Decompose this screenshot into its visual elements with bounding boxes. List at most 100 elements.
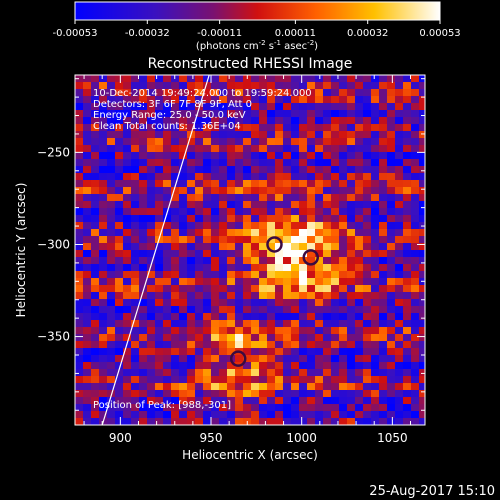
heatmap-cell xyxy=(339,264,348,272)
heatmap-cell xyxy=(131,383,140,391)
heatmap-cell xyxy=(299,75,308,83)
heatmap-cell xyxy=(235,243,244,251)
heatmap-cell xyxy=(363,75,372,83)
heatmap-cell xyxy=(403,201,412,209)
heatmap-cell xyxy=(219,180,228,188)
footer-timestamp: 25-Aug-2017 15:10 xyxy=(369,484,495,499)
heatmap-cell xyxy=(187,103,196,111)
heatmap-cell xyxy=(235,82,244,90)
heatmap-cell xyxy=(403,285,412,293)
heatmap-cell xyxy=(91,362,100,370)
heatmap-cell xyxy=(187,173,196,181)
heatmap-cell xyxy=(363,250,372,258)
heatmap-cell xyxy=(395,313,404,321)
heatmap-cell xyxy=(339,208,348,216)
heatmap-cell xyxy=(419,299,425,307)
heatmap-cell xyxy=(187,229,196,237)
heatmap-cell xyxy=(347,138,356,146)
heatmap-cell xyxy=(355,390,364,398)
heatmap-cell xyxy=(291,75,300,83)
heatmap-cell xyxy=(331,187,340,195)
heatmap-cell xyxy=(347,152,356,160)
heatmap-cell xyxy=(347,390,356,398)
heatmap-cell xyxy=(155,124,164,132)
heatmap-cell xyxy=(123,390,132,398)
heatmap-cell xyxy=(363,103,372,111)
heatmap-cell xyxy=(403,390,412,398)
heatmap-cell xyxy=(291,341,300,349)
heatmap-cell xyxy=(163,180,172,188)
heatmap-cell xyxy=(347,117,356,125)
heatmap-cell xyxy=(123,320,132,328)
heatmap-cell xyxy=(403,75,412,83)
heatmap-cell xyxy=(179,257,188,265)
heatmap-cell xyxy=(259,243,268,251)
heatmap-cell xyxy=(251,418,260,425)
heatmap-cell xyxy=(363,117,372,125)
heatmap-cell xyxy=(347,383,356,391)
heatmap-cell xyxy=(187,404,196,412)
heatmap-cell xyxy=(259,75,268,83)
heatmap-cell xyxy=(363,243,372,251)
heatmap-cell xyxy=(227,243,236,251)
heatmap-cell xyxy=(291,187,300,195)
heatmap-cell xyxy=(411,82,420,90)
heatmap-cell xyxy=(339,131,348,139)
heatmap-cell xyxy=(371,75,380,83)
heatmap-cell xyxy=(267,362,276,370)
heatmap-cell xyxy=(347,369,356,377)
heatmap-cell xyxy=(363,299,372,307)
heatmap-cell xyxy=(163,271,172,279)
heatmap-cell xyxy=(187,348,196,356)
heatmap-cell xyxy=(163,194,172,202)
heatmap-cell xyxy=(91,138,100,146)
heatmap-cell xyxy=(227,124,236,132)
heatmap-cell xyxy=(75,278,84,286)
heatmap-cell xyxy=(275,96,284,104)
heatmap-cell xyxy=(115,362,124,370)
heatmap-cell xyxy=(283,110,292,118)
heatmap-cell xyxy=(259,355,268,363)
heatmap-cell xyxy=(203,166,212,174)
heatmap-cell xyxy=(83,257,92,265)
heatmap-cell xyxy=(147,145,156,153)
heatmap-cell xyxy=(75,208,84,216)
heatmap-cell xyxy=(275,166,284,174)
heatmap-cell xyxy=(339,250,348,258)
heatmap-cell xyxy=(323,75,332,83)
heatmap-cell xyxy=(395,278,404,286)
heatmap-cell xyxy=(411,411,420,419)
heatmap-cell xyxy=(259,117,268,125)
heatmap-cell xyxy=(347,320,356,328)
heatmap-cell xyxy=(307,194,316,202)
heatmap-cell xyxy=(211,411,220,419)
heatmap-cell xyxy=(411,264,420,272)
heatmap-cell xyxy=(187,75,196,83)
heatmap-cell xyxy=(251,257,260,265)
heatmap-cell xyxy=(99,348,108,356)
heatmap-cell xyxy=(267,131,276,139)
heatmap-cell xyxy=(163,96,172,104)
heatmap-cell xyxy=(243,271,252,279)
heatmap-cell xyxy=(347,215,356,223)
y-tick-label: −300 xyxy=(37,237,70,251)
heatmap-cell xyxy=(379,327,388,335)
heatmap-cell xyxy=(219,138,228,146)
heatmap-cell xyxy=(355,103,364,111)
heatmap-cell xyxy=(395,222,404,230)
heatmap-cell xyxy=(267,103,276,111)
colorbar-ticks xyxy=(74,20,441,24)
heatmap-cell xyxy=(267,313,276,321)
heatmap-cell xyxy=(179,222,188,230)
heatmap-cell xyxy=(163,348,172,356)
heatmap-cell xyxy=(259,131,268,139)
heatmap-cell xyxy=(339,215,348,223)
heatmap-cell xyxy=(379,257,388,265)
heatmap-cell xyxy=(195,222,204,230)
heatmap-cell xyxy=(83,166,92,174)
heatmap-cell xyxy=(243,285,252,293)
heatmap-cell xyxy=(275,264,284,272)
heatmap-cell xyxy=(179,264,188,272)
heatmap-cell xyxy=(259,222,268,230)
heatmap-cell xyxy=(99,173,108,181)
